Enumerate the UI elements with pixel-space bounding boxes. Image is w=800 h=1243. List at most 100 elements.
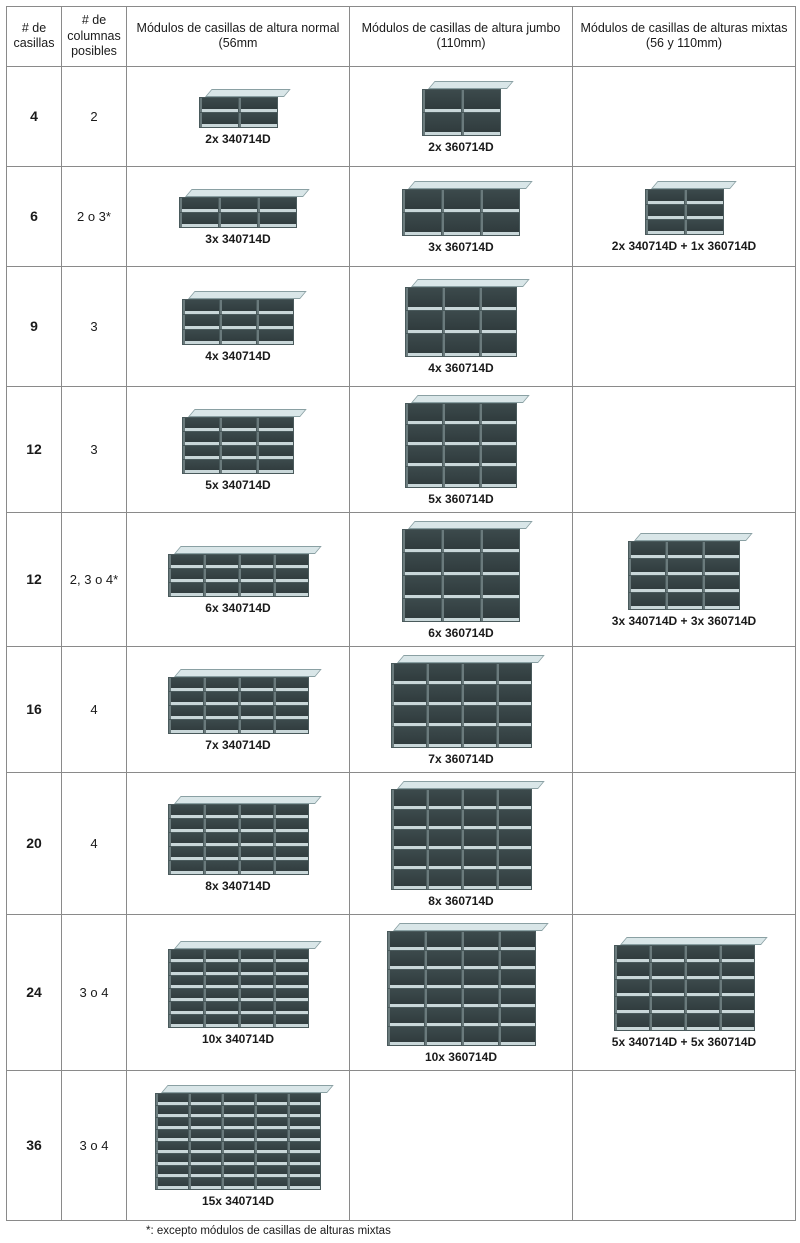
- module-caption: 7x 360714D: [428, 752, 493, 766]
- module-caption: 6x 340714D: [205, 601, 270, 615]
- cell-columnas: 4: [62, 772, 127, 914]
- module-caption: 7x 340714D: [205, 738, 270, 752]
- cell-casillas: 6: [7, 166, 62, 266]
- module-caption: 10x 340714D: [202, 1032, 274, 1046]
- shelf-unit: [182, 291, 294, 345]
- shelf-unit: [628, 533, 740, 610]
- cell-normal: 3x 340714D: [127, 166, 350, 266]
- module-caption: 2x 340714D: [205, 132, 270, 146]
- module-caption: 3x 340714D: [205, 232, 270, 246]
- cell-casillas: 12: [7, 512, 62, 646]
- cell-columnas: 3: [62, 266, 127, 386]
- module-caption: 2x 360714D: [428, 140, 493, 154]
- shelf-unit: [391, 781, 532, 890]
- cell-jumbo: 6x 360714D: [350, 512, 573, 646]
- shelf-unit: [199, 89, 278, 128]
- shelf-unit: [168, 669, 309, 734]
- cell-casillas: 12: [7, 386, 62, 512]
- cell-columnas: 2, 3 o 4*: [62, 512, 127, 646]
- cell-columnas: 3 o 4: [62, 914, 127, 1070]
- shelf-unit: [182, 409, 294, 474]
- cell-normal: 6x 340714D: [127, 512, 350, 646]
- cell-normal: 7x 340714D: [127, 646, 350, 772]
- cell-normal: 5x 340714D: [127, 386, 350, 512]
- shelf-unit: [402, 521, 520, 622]
- cell-mixta: [573, 266, 796, 386]
- table-row: 42 2x 340714D 2x 360714D: [7, 66, 796, 166]
- cell-mixta: 3x 340714D + 3x 360714D: [573, 512, 796, 646]
- cell-jumbo: 7x 360714D: [350, 646, 573, 772]
- cell-normal: 15x 340714D: [127, 1070, 350, 1220]
- shelf-unit: [168, 941, 309, 1028]
- module-caption: 15x 340714D: [202, 1194, 274, 1208]
- header-mixta: Módulos de casillas de alturas mixtas (5…: [573, 7, 796, 67]
- cell-normal: 2x 340714D: [127, 66, 350, 166]
- table-row: 123 5x 340714D 5x 360714D: [7, 386, 796, 512]
- shelf-unit: [391, 655, 532, 748]
- module-caption: 10x 360714D: [425, 1050, 497, 1064]
- module-caption: 3x 340714D + 3x 360714D: [612, 614, 756, 628]
- cell-mixta: [573, 66, 796, 166]
- table-row: 164 7x 340714D 7x 360714D: [7, 646, 796, 772]
- cell-casillas: 9: [7, 266, 62, 386]
- cell-casillas: 16: [7, 646, 62, 772]
- table-row: 204 8x 340714D 8x 360714D: [7, 772, 796, 914]
- shelf-unit: [402, 181, 520, 236]
- cell-casillas: 20: [7, 772, 62, 914]
- shelf-unit: [645, 181, 724, 235]
- cell-jumbo: 3x 360714D: [350, 166, 573, 266]
- module-caption: 5x 360714D: [428, 492, 493, 506]
- shelf-unit: [155, 1085, 321, 1190]
- footnote: *: excepto módulos de casillas de altura…: [6, 1225, 794, 1237]
- cell-normal: 4x 340714D: [127, 266, 350, 386]
- cell-normal: 10x 340714D: [127, 914, 350, 1070]
- cell-casillas: 4: [7, 66, 62, 166]
- cell-casillas: 24: [7, 914, 62, 1070]
- cell-columnas: 2 o 3*: [62, 166, 127, 266]
- cell-jumbo: 4x 360714D: [350, 266, 573, 386]
- header-columnas: # de columnas posibles: [62, 7, 127, 67]
- cell-mixta: [573, 386, 796, 512]
- cell-columnas: 3 o 4: [62, 1070, 127, 1220]
- cell-mixta: 5x 340714D + 5x 360714D: [573, 914, 796, 1070]
- cell-mixta: [573, 646, 796, 772]
- module-caption: 5x 340714D + 5x 360714D: [612, 1035, 756, 1049]
- cell-jumbo: 2x 360714D: [350, 66, 573, 166]
- table-row: 363 o 4 15x 340714D: [7, 1070, 796, 1220]
- module-caption: 2x 340714D + 1x 360714D: [612, 239, 756, 253]
- cell-jumbo: 5x 360714D: [350, 386, 573, 512]
- cell-mixta: 2x 340714D + 1x 360714D: [573, 166, 796, 266]
- shelf-unit: [405, 395, 517, 488]
- shelf-unit: [168, 796, 309, 875]
- cell-columnas: 4: [62, 646, 127, 772]
- table-row: 243 o 4 10x 340714D 10x 360714D 5x 340714D …: [7, 914, 796, 1070]
- header-row: # de casillas # de columnas posibles Mód…: [7, 7, 796, 67]
- cell-jumbo: 8x 360714D: [350, 772, 573, 914]
- header-jumbo: Módulos de casillas de altura jumbo (110…: [350, 7, 573, 67]
- table-row: 93 4x 340714D 4x 360714D: [7, 266, 796, 386]
- header-casillas: # de casillas: [7, 7, 62, 67]
- module-caption: 8x 340714D: [205, 879, 270, 893]
- cell-jumbo: 10x 360714D: [350, 914, 573, 1070]
- shelf-unit: [179, 189, 297, 228]
- cell-columnas: 2: [62, 66, 127, 166]
- cell-columnas: 3: [62, 386, 127, 512]
- cell-casillas: 36: [7, 1070, 62, 1220]
- module-caption: 3x 360714D: [428, 240, 493, 254]
- module-caption: 4x 360714D: [428, 361, 493, 375]
- cell-jumbo: [350, 1070, 573, 1220]
- table-row: 62 o 3* 3x 340714D 3x 360714D 2x 340714D + …: [7, 166, 796, 266]
- shelf-unit: [405, 279, 517, 357]
- module-caption: 5x 340714D: [205, 478, 270, 492]
- cell-mixta: [573, 772, 796, 914]
- cell-mixta: [573, 1070, 796, 1220]
- module-caption: 6x 360714D: [428, 626, 493, 640]
- module-caption: 8x 360714D: [428, 894, 493, 908]
- shelf-unit: [422, 81, 501, 136]
- table-row: 122, 3 o 4* 6x 340714D 6x 360714D 3x 340714…: [7, 512, 796, 646]
- header-normal: Módulos de casillas de altura normal (56…: [127, 7, 350, 67]
- module-caption: 4x 340714D: [205, 349, 270, 363]
- module-table: # de casillas # de columnas posibles Mód…: [6, 6, 796, 1221]
- cell-normal: 8x 340714D: [127, 772, 350, 914]
- shelf-unit: [168, 546, 309, 597]
